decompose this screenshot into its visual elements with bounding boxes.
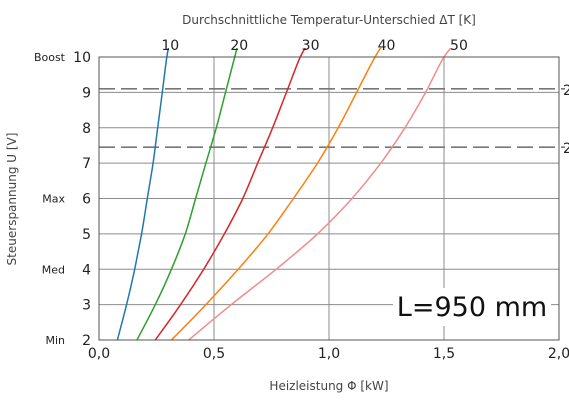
annotation-box [393, 288, 551, 326]
series-layer [116, 48, 452, 340]
x-tick-label: 0,5 [203, 346, 225, 362]
x-tick-label: 1,5 [433, 346, 455, 362]
y-tick-label: 7 [82, 156, 91, 172]
y-tick-label: 5 [82, 227, 91, 243]
reference-line-label: 2 [563, 141, 569, 157]
chart-title: Durchschnittliche Temperatur-Unterschied… [182, 13, 476, 27]
series-line-dt-50 [188, 48, 452, 340]
x-tick-label: 0,0 [88, 346, 110, 362]
series-label-dt-50: 50 [450, 38, 468, 54]
length-annotation: L=950 mm [397, 292, 547, 323]
x-axis-label: Heizleistung Φ [kW] [269, 379, 388, 393]
y-tick-label: 4 [82, 262, 91, 278]
x-tick-label: 2,0 [548, 346, 569, 362]
y-axis-label: Steuerspannung U [V] [5, 133, 19, 266]
y-tick-label: 3 [82, 298, 91, 314]
series-line-dt-20 [136, 48, 238, 340]
y-tick-label: 8 [82, 121, 91, 137]
series-label-dt-10: 10 [161, 38, 179, 54]
tick-labels-layer: 0,0 0,5 1,0 1,5 2,0 2 3 4 5 6 7 8 9 10 Boost Max Med Min 2… [34, 38, 569, 362]
series-line-dt-30 [154, 48, 306, 340]
grid-layer [99, 57, 559, 340]
series-line-dt-40 [170, 48, 382, 340]
y-side-label: Min [45, 334, 65, 347]
reference-line-label: 2 [563, 83, 569, 99]
series-line-dt-10 [116, 48, 170, 340]
x-tick-label: 1,0 [318, 346, 340, 362]
series-label-dt-20: 20 [230, 38, 248, 54]
y-tick-label: 9 [82, 85, 91, 101]
series-label-dt-40: 40 [378, 38, 396, 54]
y-side-label: Med [42, 263, 65, 276]
reference-lines-layer [99, 88, 565, 149]
y-side-label: Max [42, 193, 65, 206]
y-tick-label: 10 [73, 50, 91, 66]
plot-frame [98, 56, 560, 341]
y-side-label: Boost [34, 51, 66, 64]
y-tick-label: 2 [82, 333, 91, 349]
series-label-dt-30: 30 [302, 38, 320, 54]
y-tick-label: 6 [82, 192, 91, 208]
